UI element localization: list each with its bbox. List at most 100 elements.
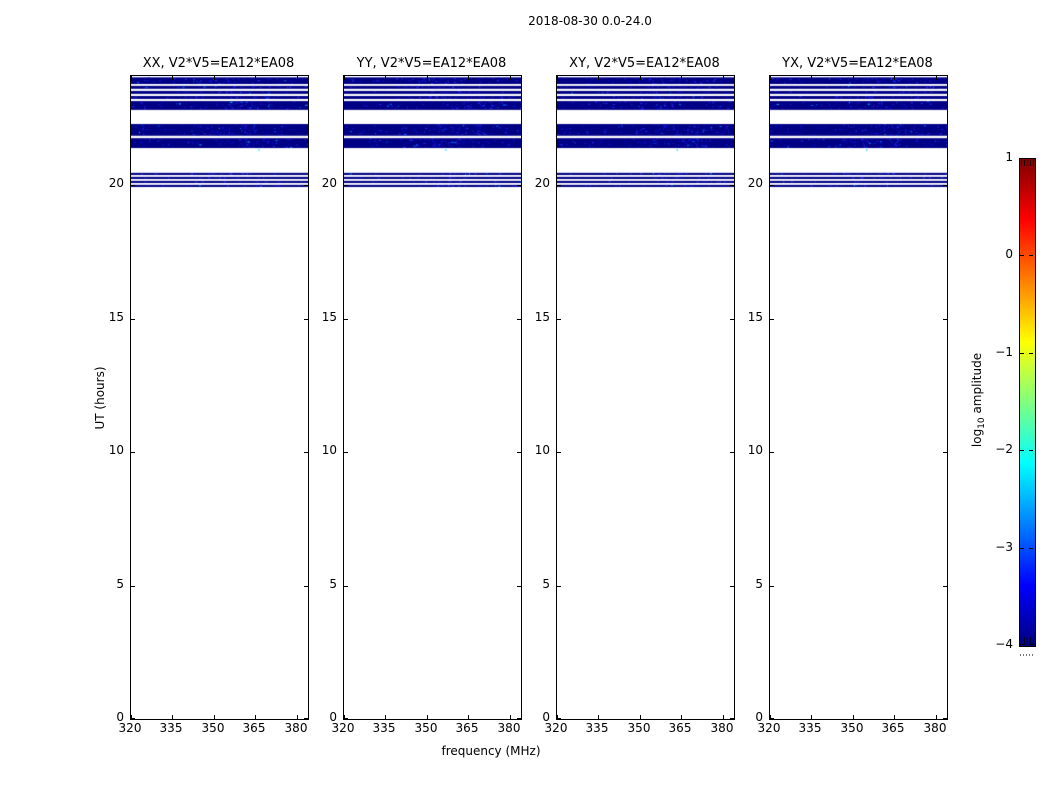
- x-tick-label: 335: [585, 721, 609, 735]
- panel-title: YX, V2*V5=EA12*EA08: [782, 56, 933, 71]
- y-tick-label: 5: [329, 576, 337, 591]
- x-tick-label: 350: [840, 721, 864, 735]
- xtick-bottom: [894, 715, 895, 719]
- heatmap-panel: [130, 75, 309, 720]
- xtick-bottom: [385, 715, 386, 719]
- y-tick-label: 15: [108, 309, 124, 324]
- ytick-left: [557, 452, 561, 453]
- xtick-top: [894, 76, 895, 80]
- xtick-bottom: [468, 715, 469, 719]
- ytick-right: [730, 586, 734, 587]
- xtick-top: [255, 76, 256, 80]
- xtick-bottom: [344, 715, 345, 719]
- ytick-right: [304, 319, 308, 320]
- x-tick-label: 365: [668, 721, 692, 735]
- ytick-left: [131, 718, 135, 719]
- y-tick-label: 20: [108, 176, 124, 191]
- y-tick-label: 0: [329, 710, 337, 724]
- xtick-bottom: [131, 715, 132, 719]
- ytick-right: [517, 586, 521, 587]
- ytick-right: [730, 319, 734, 320]
- xtick-bottom: [598, 715, 599, 719]
- figure-title: 2018-08-30 0.0-24.0: [528, 14, 652, 28]
- y-tick-label: 10: [747, 443, 763, 458]
- xtick-bottom: [557, 715, 558, 719]
- x-tick-label: 320: [331, 721, 355, 735]
- colorbar-tick-label: −3: [995, 539, 1013, 554]
- colorbar-label: log10 amplitude: [970, 325, 987, 475]
- xtick-top: [131, 76, 132, 80]
- colorbar-underflow-dots: [1020, 654, 1035, 656]
- colorbar-tick-label: −2: [995, 442, 1013, 457]
- xtick-top: [723, 76, 724, 80]
- ytick-right: [730, 452, 734, 453]
- xtick-bottom: [853, 715, 854, 719]
- xtick-bottom: [297, 715, 298, 719]
- xtick-bottom: [427, 715, 428, 719]
- ytick-right: [943, 185, 947, 186]
- ytick-left: [770, 185, 774, 186]
- ytick-right: [517, 319, 521, 320]
- heatmap-panel: [556, 75, 735, 720]
- ytick-left: [131, 586, 135, 587]
- heatmap-panel: [343, 75, 522, 720]
- xtick-bottom: [936, 715, 937, 719]
- y-tick-label: 15: [534, 309, 550, 324]
- x-tick-label: 335: [372, 721, 396, 735]
- ytick-right: [730, 718, 734, 719]
- y-tick-label: 0: [542, 710, 550, 724]
- xtick-bottom: [214, 715, 215, 719]
- xtick-bottom: [172, 715, 173, 719]
- y-tick-label: 10: [534, 443, 550, 458]
- xtick-top: [853, 76, 854, 80]
- xtick-bottom: [681, 715, 682, 719]
- colorbar-tick-right: [1029, 450, 1033, 451]
- xtick-bottom: [510, 715, 511, 719]
- xtick-top: [640, 76, 641, 80]
- x-tick-label: 335: [798, 721, 822, 735]
- ytick-left: [770, 452, 774, 453]
- xtick-top: [770, 76, 771, 80]
- colorbar-tick-left: [1020, 450, 1024, 451]
- heatmap-canvas: [131, 76, 308, 719]
- xtick-top: [297, 76, 298, 80]
- x-tick-label: 335: [159, 721, 183, 735]
- y-tick-label: 0: [116, 710, 124, 724]
- ytick-left: [770, 718, 774, 719]
- xtick-top: [344, 76, 345, 80]
- xtick-top: [172, 76, 173, 80]
- ytick-left: [344, 185, 348, 186]
- y-tick-label: 15: [747, 309, 763, 324]
- y-tick-label: 20: [747, 176, 763, 191]
- ytick-right: [517, 452, 521, 453]
- colorbar-tick-right: [1029, 644, 1033, 645]
- xtick-top: [214, 76, 215, 80]
- y-tick-label: 10: [108, 443, 124, 458]
- ytick-left: [344, 718, 348, 719]
- colorbar-tick-label: −4: [995, 637, 1013, 651]
- ytick-right: [304, 718, 308, 719]
- colorbar: [1019, 158, 1036, 647]
- colorbar-tick-left: [1020, 158, 1024, 159]
- x-tick-label: 380: [923, 721, 947, 735]
- x-tick-label: 365: [242, 721, 266, 735]
- xtick-bottom: [770, 715, 771, 719]
- colorbar-tick-label: 1: [1005, 150, 1013, 164]
- x-tick-label: 380: [284, 721, 308, 735]
- colorbar-label-prefix: log: [970, 428, 984, 448]
- ytick-right: [517, 185, 521, 186]
- ytick-left: [770, 586, 774, 587]
- ytick-right: [943, 452, 947, 453]
- y-tick-label: 5: [116, 576, 124, 591]
- ytick-right: [304, 452, 308, 453]
- ytick-left: [131, 452, 135, 453]
- ytick-left: [344, 586, 348, 587]
- x-tick-label: 350: [201, 721, 225, 735]
- colorbar-tick-label: 0: [1005, 247, 1013, 262]
- xtick-top: [598, 76, 599, 80]
- x-tick-label: 320: [118, 721, 142, 735]
- x-tick-label: 380: [497, 721, 521, 735]
- ytick-right: [304, 586, 308, 587]
- panel-title: XX, V2*V5=EA12*EA08: [142, 56, 295, 71]
- heatmap-panel: [769, 75, 948, 720]
